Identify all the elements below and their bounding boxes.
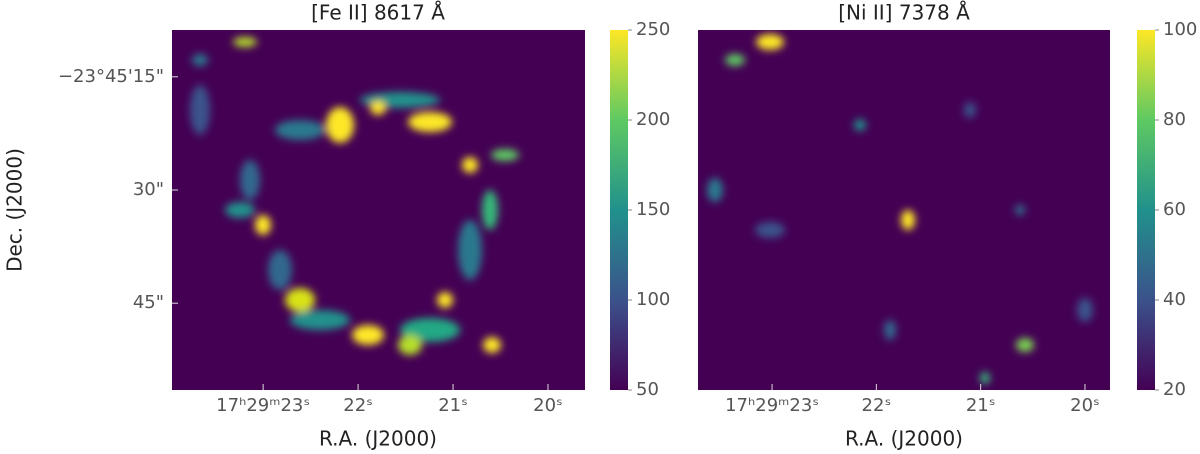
x-tick-label: 17ʰ29ᵐ23ˢ [216, 395, 310, 416]
x-tick-label: 22ˢ [862, 395, 892, 416]
colorbar-tick-label: 100 [636, 289, 670, 310]
y-tick-label: −23°45'15" [58, 66, 164, 87]
colorbar [610, 30, 628, 390]
panel-title: [Fe II] 8617 Å [311, 1, 445, 25]
colorbar-tick-label: 150 [636, 199, 670, 220]
colorbar-tick-label: 50 [636, 379, 659, 400]
colorbar-tick-label: 20 [1163, 379, 1186, 400]
x-tick-label: 20ˢ [533, 395, 563, 416]
x-axis-label: R.A. (J2000) [845, 427, 963, 451]
x-tick-label: 20ˢ [1070, 395, 1100, 416]
colorbar-tick-label: 100 [1163, 19, 1197, 40]
x-axis-label: R.A. (J2000) [319, 427, 437, 451]
panel-title: [Ni II] 7378 Å [838, 1, 970, 25]
emission-map [707, 34, 1093, 384]
colorbar-tick-label: 200 [636, 109, 670, 130]
emission-map [190, 37, 519, 355]
colorbar-tick-label: 250 [636, 19, 670, 40]
colorbar-tick-label: 80 [1163, 109, 1186, 130]
y-tick-label: 45" [133, 292, 164, 313]
colorbar-tick-label: 40 [1163, 289, 1186, 310]
y-tick-label: 30" [133, 179, 164, 200]
x-tick-label: 17ʰ29ᵐ23ˢ [725, 395, 819, 416]
x-tick-label: 21ˢ [966, 395, 996, 416]
x-tick-label: 22ˢ [343, 395, 373, 416]
colorbar-tick-label: 60 [1163, 199, 1186, 220]
image-background [698, 30, 1110, 390]
y-axis-label: Dec. (J2000) [3, 148, 27, 272]
x-tick-label: 21ˢ [438, 395, 468, 416]
colorbar [1137, 30, 1155, 390]
